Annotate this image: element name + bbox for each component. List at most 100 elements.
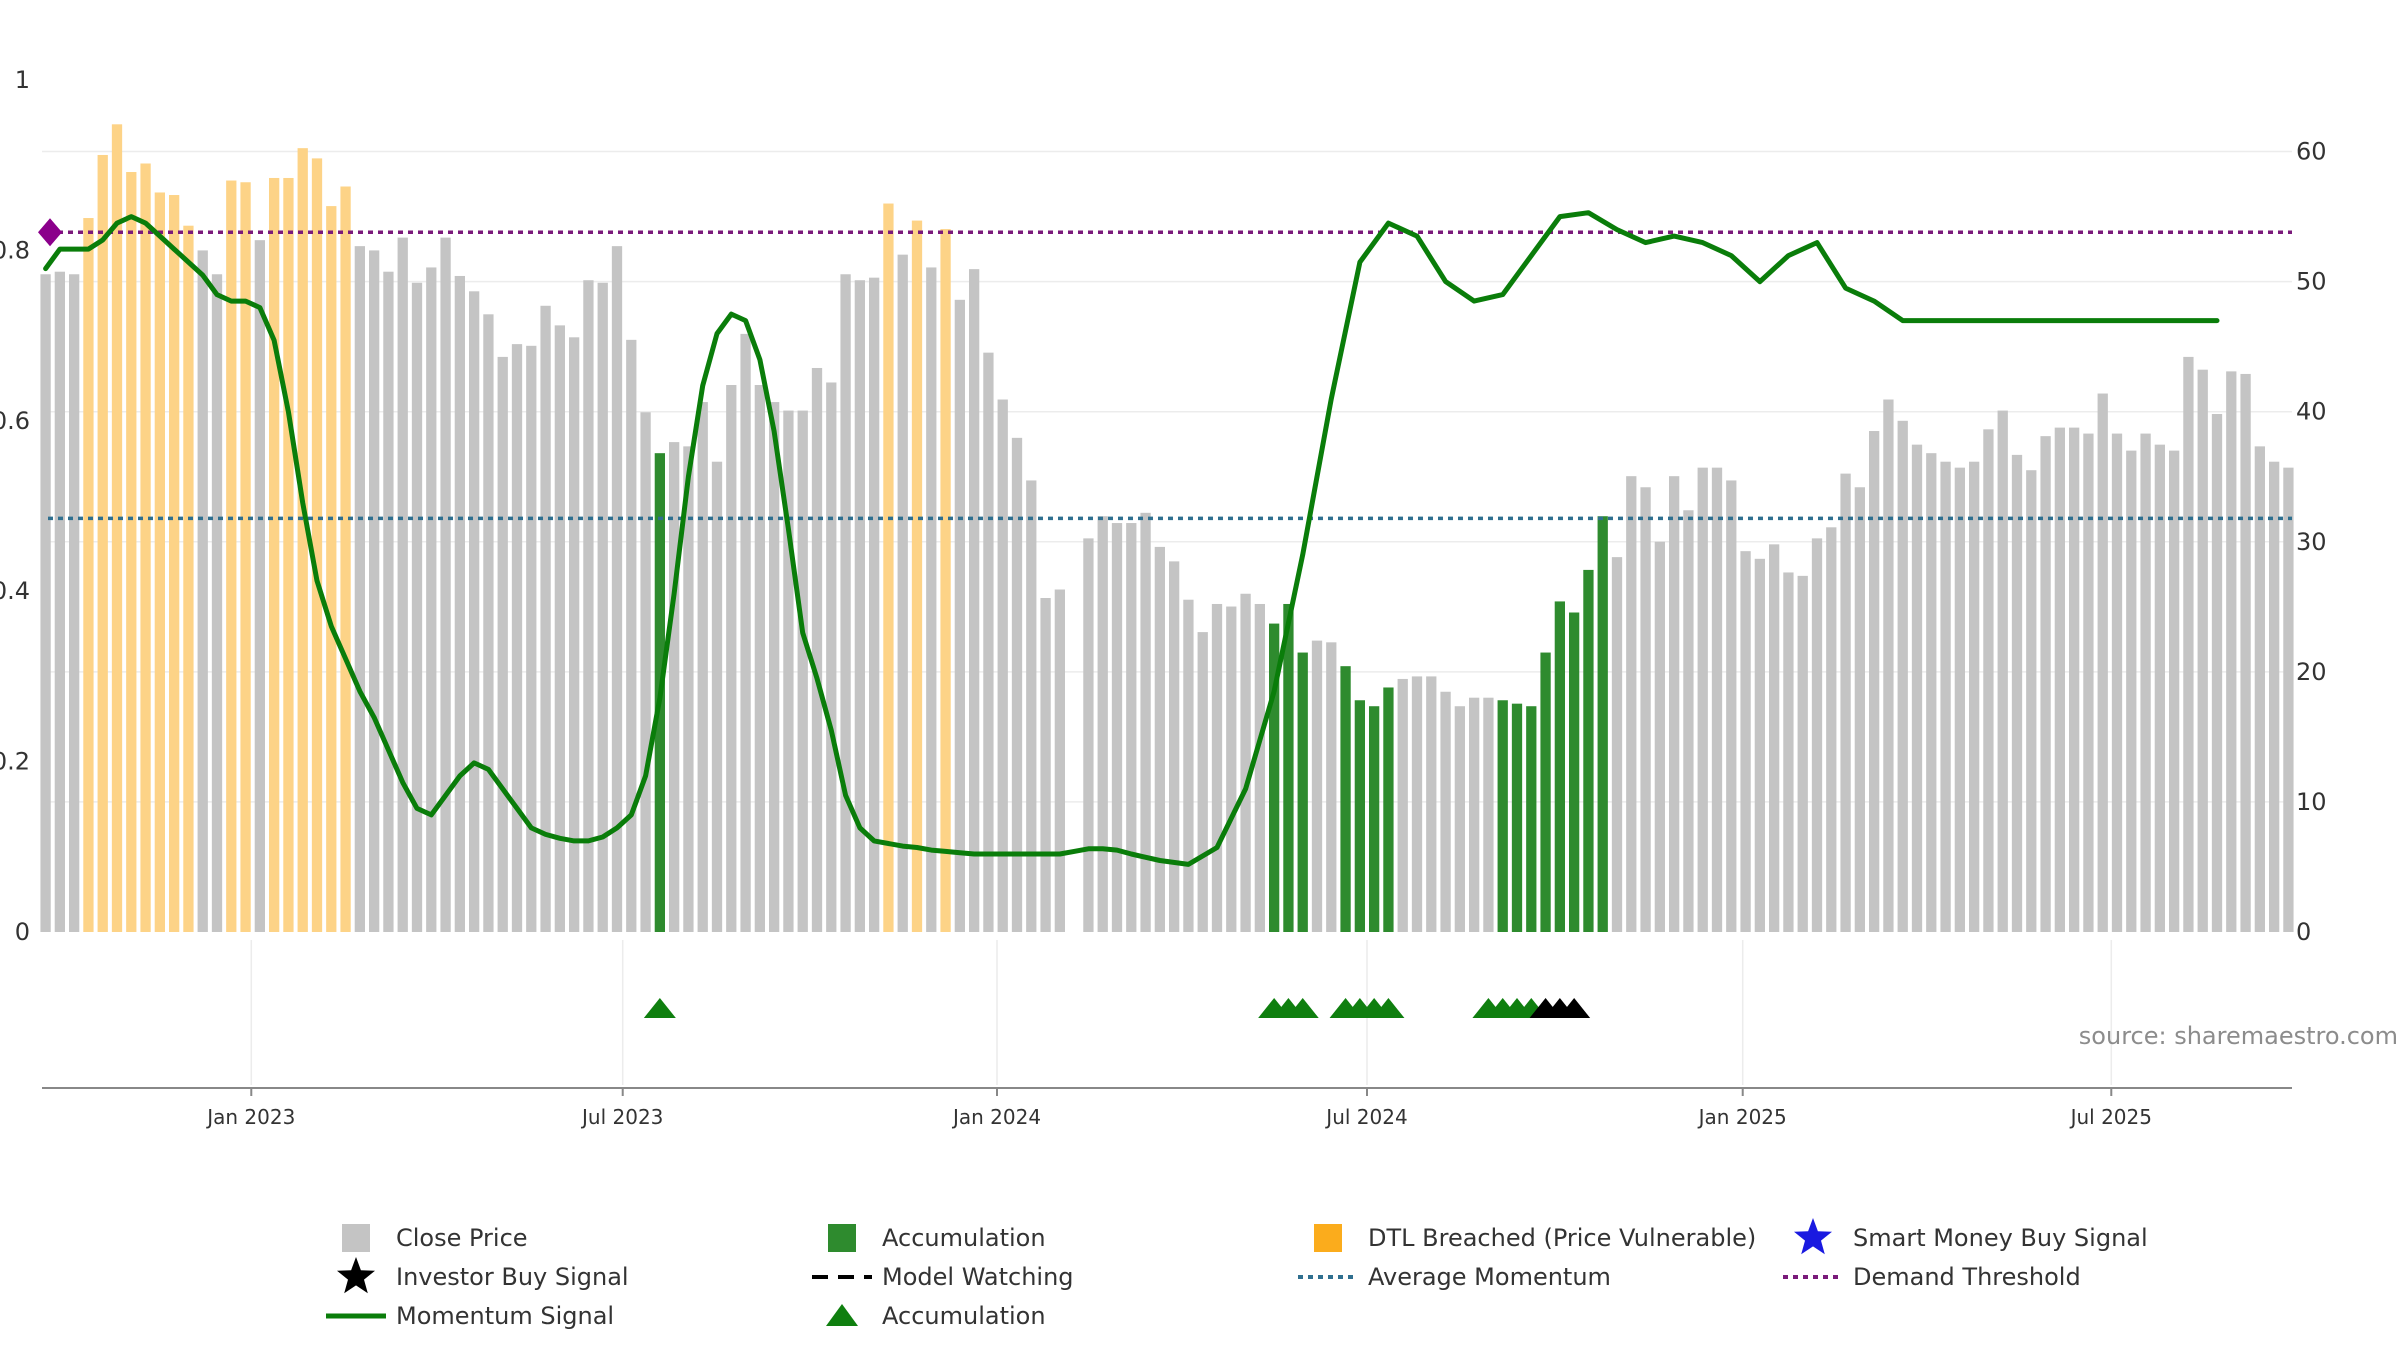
close-price-bar xyxy=(1154,546,1165,932)
close-price-bar xyxy=(2226,371,2237,932)
close-price-bar xyxy=(554,325,565,933)
close-price-bar xyxy=(469,291,480,932)
close-price-bar xyxy=(2240,373,2251,932)
close-price-bar xyxy=(526,345,537,933)
close-price-bar xyxy=(1097,516,1108,932)
dtl-breached-bar xyxy=(226,180,237,932)
legend-label: Smart Money Buy Signal xyxy=(1853,1224,2148,1252)
close-price-bar xyxy=(626,339,637,932)
legend-label: Demand Threshold xyxy=(1853,1263,2081,1291)
left-axis-tick-label: 0.2 xyxy=(0,748,30,776)
close-price-bar xyxy=(1697,467,1708,932)
dtl-breached-bar xyxy=(97,154,108,932)
source-label: source: sharemaestro.com xyxy=(2079,1022,2398,1050)
dtl-breached-bar xyxy=(326,206,337,932)
close-price-bar xyxy=(1040,598,1051,932)
accumulation-bar xyxy=(1597,516,1608,932)
close-price-bar xyxy=(769,402,780,932)
accumulation-bar xyxy=(1497,700,1508,932)
close-price-bar xyxy=(1026,480,1037,932)
dtl-breached-bar xyxy=(111,124,123,932)
close-price-bar xyxy=(1826,527,1837,932)
x-axis-tick-label: Jan 2023 xyxy=(205,1105,295,1129)
close-price-bar xyxy=(1640,487,1651,932)
close-price-bar xyxy=(1969,461,1980,932)
close-price-bar xyxy=(697,402,708,932)
accumulation-triangle xyxy=(1372,998,1405,1018)
axes: 1 0.8 0.6 0.4 0.2 0 60 50 40 30 20 10 0 Jan 2023 Jul 2… xyxy=(0,66,2327,1129)
close-price-bar xyxy=(754,385,765,932)
close-price-bar xyxy=(2054,427,2065,932)
close-price-bar xyxy=(1854,487,1865,932)
close-price-bar xyxy=(1611,557,1623,932)
close-price-bar xyxy=(1169,561,1180,932)
close-price-bar xyxy=(711,461,723,932)
close-price-bar xyxy=(2197,369,2208,932)
close-price-bar xyxy=(40,274,51,933)
dtl-breached-bar xyxy=(83,218,94,933)
close-price-bar xyxy=(1769,544,1780,932)
legend-label: Model Watching xyxy=(882,1263,1074,1291)
legend-label: Investor Buy Signal xyxy=(396,1263,629,1291)
close-price-bar xyxy=(1054,589,1065,932)
close-price-bar xyxy=(2183,356,2194,932)
dtl-breached-bar xyxy=(240,182,251,933)
close-price-bar xyxy=(1211,603,1223,932)
close-price-bar xyxy=(840,274,851,933)
close-price-bar xyxy=(854,280,865,933)
close-price-bar xyxy=(1397,678,1408,932)
close-price-bar xyxy=(2126,450,2137,932)
legend-label: Close Price xyxy=(396,1224,528,1252)
accumulation-bar xyxy=(1526,706,1537,932)
accumulation-bar xyxy=(1540,652,1551,932)
close-price-bar xyxy=(211,274,223,933)
right-axis-tick-label: 40 xyxy=(2296,398,2327,426)
close-price-bar xyxy=(2026,470,2037,932)
dtl-breached-bar xyxy=(126,172,137,933)
close-price-bar xyxy=(926,267,937,932)
accumulation-bar xyxy=(1583,569,1594,932)
legend: Close Price Accumulation DTL Breached (Pri… xyxy=(326,1218,2148,1330)
legend-dtl-swatch xyxy=(1314,1224,1342,1252)
dtl-breached-bar xyxy=(183,225,194,932)
close-price-bar xyxy=(1726,480,1737,932)
close-price-bar xyxy=(397,237,408,932)
close-price-bar xyxy=(669,442,680,932)
close-price-bar xyxy=(1783,572,1794,932)
right-axis-tick-label: 60 xyxy=(2296,138,2327,166)
legend-label: Accumulation xyxy=(882,1224,1046,1252)
close-price-bar xyxy=(1426,676,1437,932)
close-price-bar xyxy=(54,271,65,932)
close-price-bar xyxy=(1311,640,1323,932)
close-price-bar xyxy=(511,344,523,932)
right-axis-tick-label: 30 xyxy=(2296,528,2327,556)
close-price-bar xyxy=(2083,433,2094,932)
close-price-bar xyxy=(1483,697,1494,932)
close-price-bar xyxy=(1254,603,1265,932)
close-price-bar xyxy=(740,333,751,932)
threshold-diamond-marker xyxy=(38,218,62,247)
left-axis-tick-label: 0.4 xyxy=(0,577,30,605)
close-price-bar xyxy=(483,314,494,932)
close-price-bar xyxy=(383,271,394,932)
close-price-bar xyxy=(1683,510,1694,932)
close-price-bar xyxy=(897,254,908,932)
close-price-bar xyxy=(440,237,451,932)
legend-label: Accumulation xyxy=(882,1302,1046,1330)
legend-label: DTL Breached (Price Vulnerable) xyxy=(1368,1224,1756,1252)
close-price-bar xyxy=(1740,551,1751,932)
close-price-bar xyxy=(1240,593,1251,932)
accumulation-bar xyxy=(1369,706,1380,932)
close-price-bar xyxy=(354,246,365,932)
momentum-signal-line xyxy=(43,210,2220,867)
legend-accumulation-swatch xyxy=(828,1224,856,1252)
legend-close-price-swatch xyxy=(342,1224,370,1252)
right-axis-tick-label: 20 xyxy=(2296,658,2327,686)
close-price-bar xyxy=(2254,446,2265,932)
close-price-bar xyxy=(2069,427,2080,932)
close-price-bar xyxy=(1469,697,1480,932)
close-price-bar xyxy=(611,246,623,932)
close-price-bar xyxy=(454,275,465,933)
close-price-bar xyxy=(1911,444,1923,932)
